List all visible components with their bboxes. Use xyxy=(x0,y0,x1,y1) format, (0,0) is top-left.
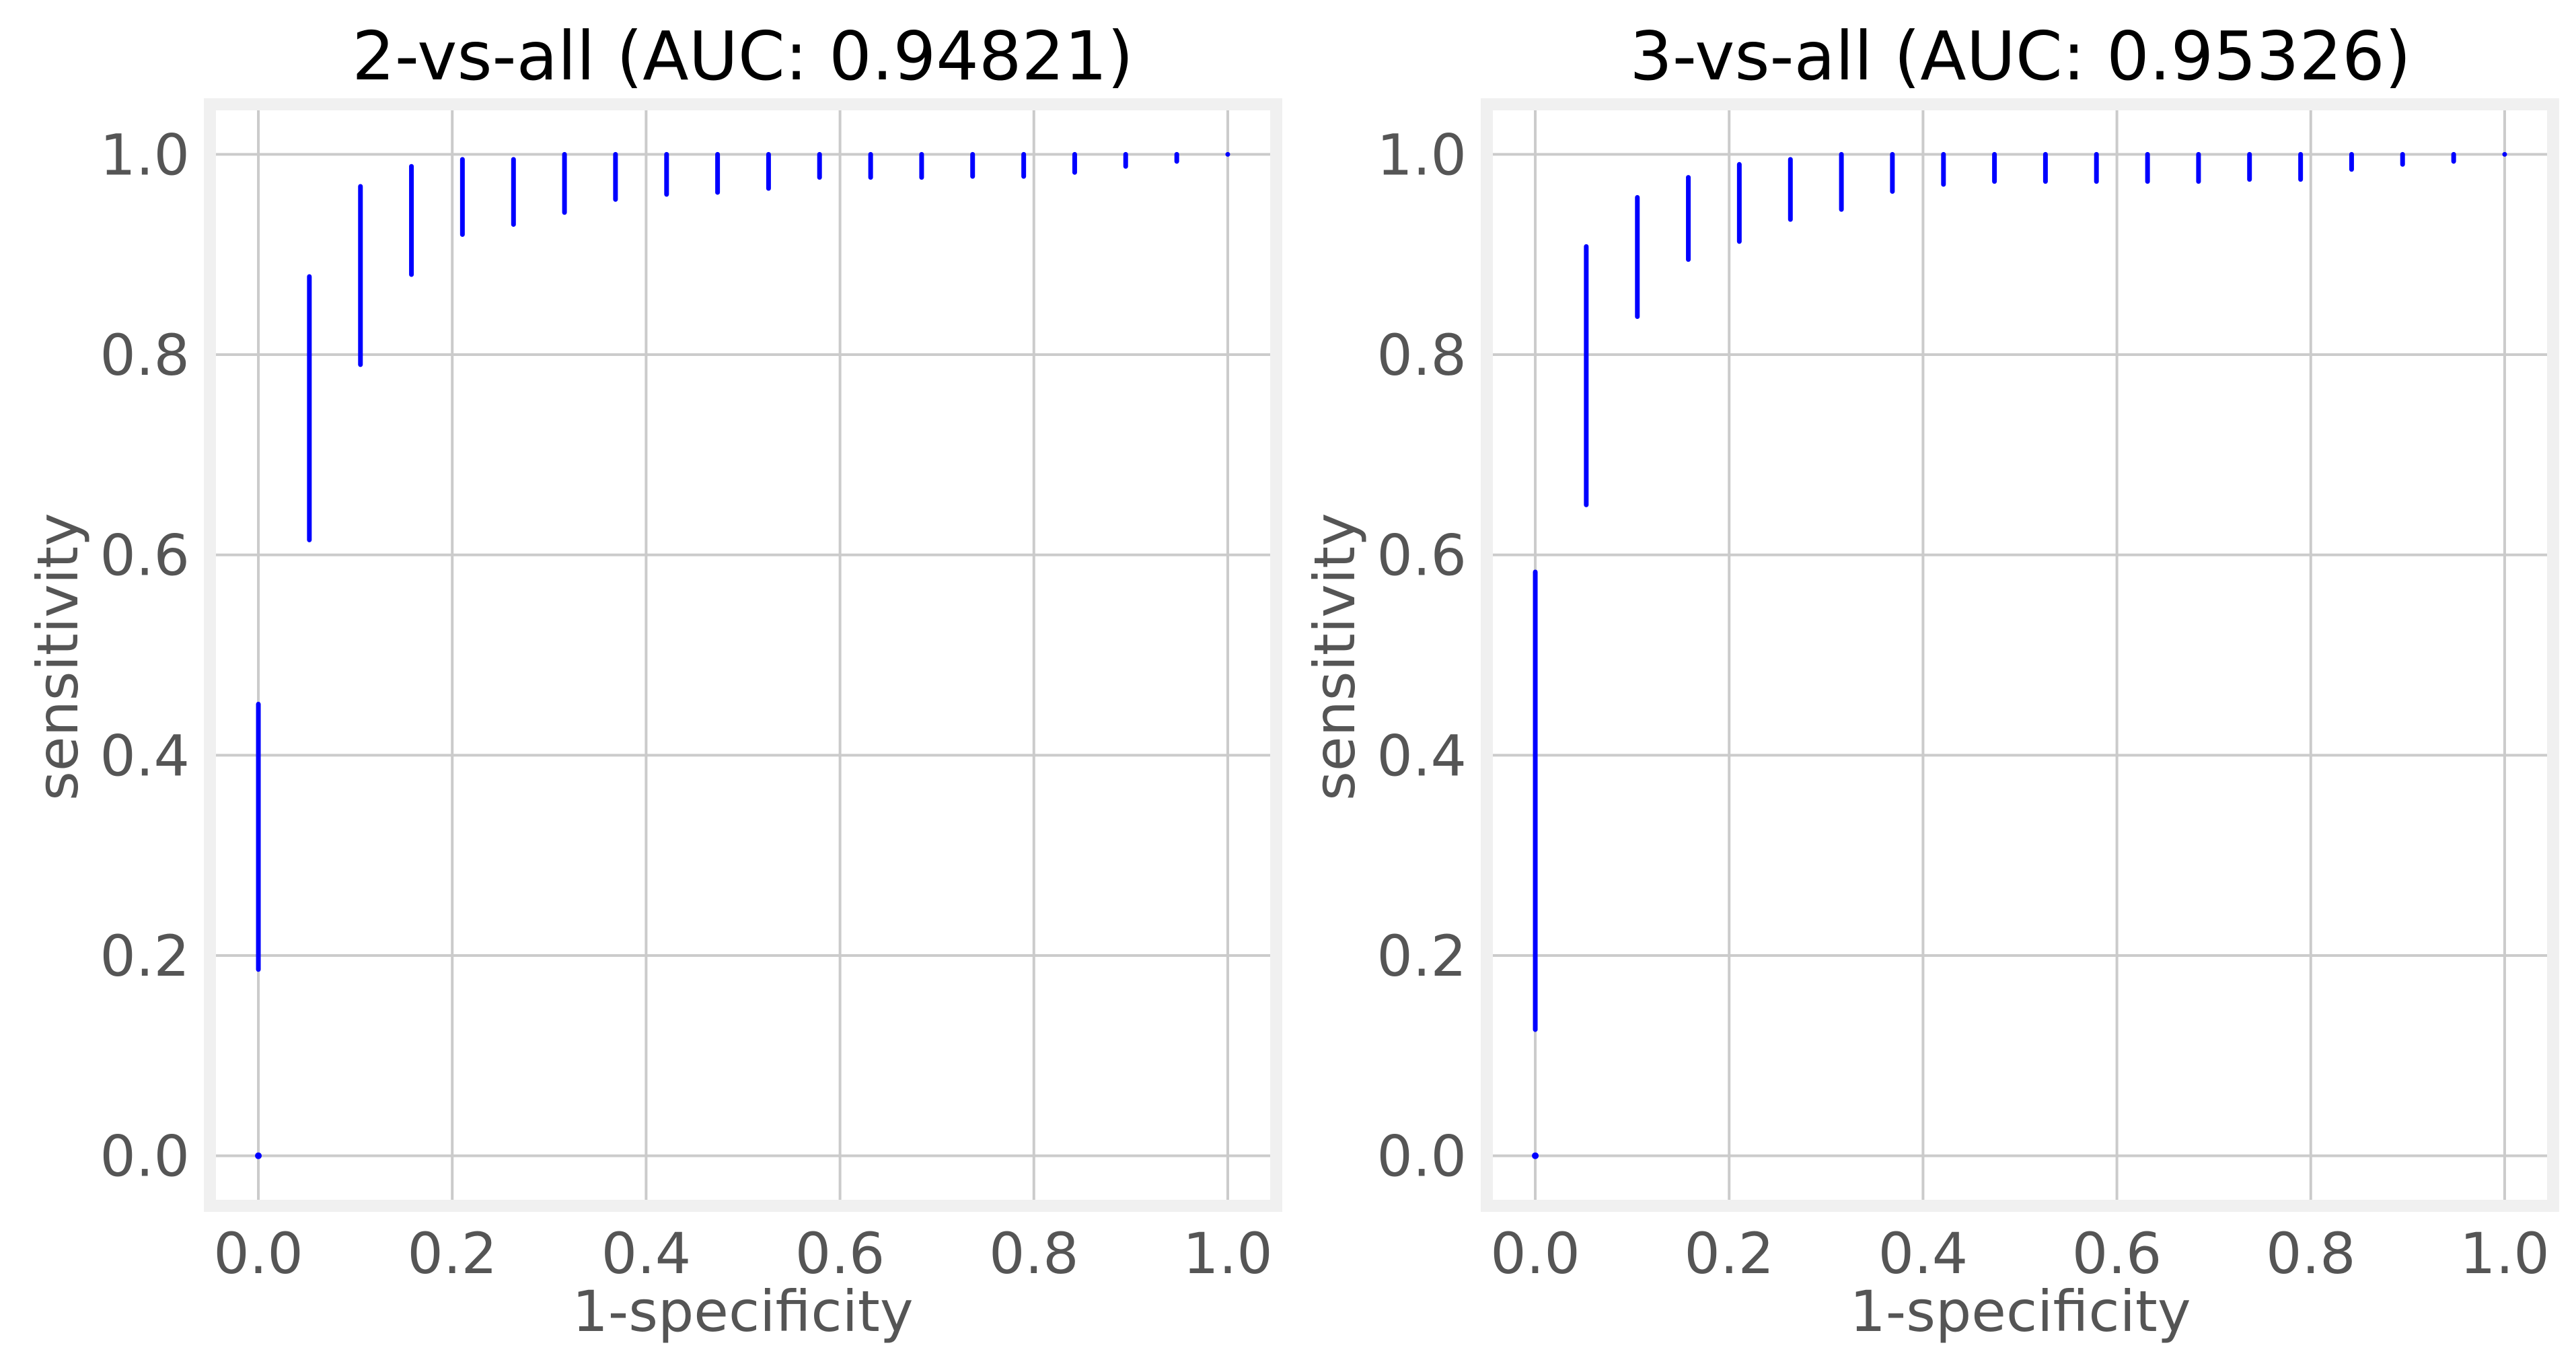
x-tick-labels: 0.0 0.2 0.4 0.6 0.8 1.0 xyxy=(1490,1221,2550,1287)
plot-frame xyxy=(204,98,1282,1212)
plot-frame xyxy=(1481,98,2559,1212)
x-axis-label: 1-specificity xyxy=(1849,1279,2191,1344)
x-tick-label: 0.6 xyxy=(2072,1221,2162,1287)
y-tick-label: 0.2 xyxy=(1376,923,1467,989)
x-tick-label: 0.2 xyxy=(1684,1221,1774,1287)
x-tick-label: 0.8 xyxy=(2266,1221,2356,1287)
y-tick-label: 0.4 xyxy=(1376,723,1467,789)
y-tick-label: 1.0 xyxy=(1376,122,1467,188)
grid xyxy=(1487,104,2553,1206)
roc-panel-2-vs-all: 2-vs-all (AUC: 0.94821) 0.0 0.2 0.4 0.6 0.8 1… xyxy=(25,17,1282,1344)
grid xyxy=(210,104,1276,1206)
y-tick-label: 0.6 xyxy=(1376,523,1467,589)
x-tick-label: 0.0 xyxy=(1490,1221,1580,1287)
x-tick-label: 1.0 xyxy=(2460,1221,2550,1287)
y-tick-label: 0.8 xyxy=(1376,322,1467,388)
y-tick-labels: 0.0 0.2 0.4 0.6 0.8 1.0 xyxy=(1376,122,1467,1189)
scatter-point xyxy=(1532,1152,1539,1159)
x-tick-label: 0.2 xyxy=(407,1221,497,1287)
x-tick-label: 0.6 xyxy=(795,1221,885,1287)
y-tick-label: 0.4 xyxy=(100,723,190,789)
scatter-points xyxy=(255,151,1230,1159)
x-tick-label: 0.4 xyxy=(601,1221,692,1287)
x-axis-label: 1-specificity xyxy=(572,1279,913,1344)
x-tick-labels: 0.0 0.2 0.4 0.6 0.8 1.0 xyxy=(213,1221,1273,1287)
scatter-points xyxy=(1532,151,2507,1159)
y-tick-label: 0.8 xyxy=(100,322,190,388)
roc-panel-3-vs-all: 3-vs-all (AUC: 0.95326) 0.0 0.2 0.4 0.6 0.8 1… xyxy=(1302,17,2559,1344)
y-tick-label: 0.0 xyxy=(100,1124,190,1190)
y-tick-label: 0.2 xyxy=(100,923,190,989)
x-tick-label: 0.0 xyxy=(213,1221,303,1287)
scatter-point xyxy=(255,1152,262,1159)
y-tick-label: 1.0 xyxy=(100,122,190,188)
y-axis-label: sensitivity xyxy=(25,513,91,801)
x-tick-label: 0.4 xyxy=(1878,1221,1968,1287)
y-tick-label: 0.0 xyxy=(1376,1124,1467,1190)
panel-title: 2-vs-all (AUC: 0.94821) xyxy=(352,17,1133,96)
y-axis-label: sensitivity xyxy=(1302,513,1368,801)
panel-title: 3-vs-all (AUC: 0.95326) xyxy=(1629,17,2411,96)
y-tick-label: 0.6 xyxy=(100,523,190,589)
x-tick-label: 1.0 xyxy=(1183,1221,1273,1287)
y-tick-labels: 0.0 0.2 0.4 0.6 0.8 1.0 xyxy=(100,122,190,1189)
x-tick-label: 0.8 xyxy=(989,1221,1079,1287)
